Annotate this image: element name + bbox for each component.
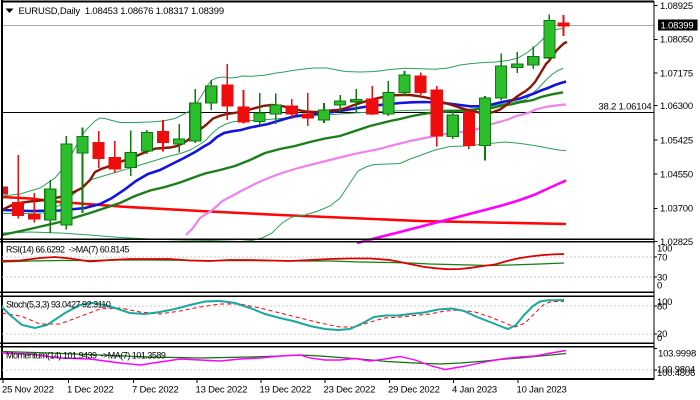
svg-text:Stoch(5,3,3) 93.0427 92.3110: Stoch(5,3,3) 93.0427 92.3110 xyxy=(6,300,111,310)
svg-text:EURUSD,Daily 1.08453 1.08676: EURUSD,Daily 1.08453 1.08676 1.08317 1.0… xyxy=(19,6,224,17)
svg-text:20: 20 xyxy=(657,329,667,340)
svg-text:1.08925: 1.08925 xyxy=(660,1,693,12)
svg-text:70: 70 xyxy=(657,252,667,263)
svg-text:100: 100 xyxy=(657,297,672,308)
svg-text:1.08399: 1.08399 xyxy=(661,20,694,31)
svg-text:10 Jan 2023: 10 Jan 2023 xyxy=(517,385,567,396)
svg-text:7 Dec 2022: 7 Dec 2022 xyxy=(132,385,179,396)
svg-text:1.05425: 1.05425 xyxy=(660,136,693,147)
svg-text:1.07175: 1.07175 xyxy=(660,69,693,80)
svg-text:19 Dec 2022: 19 Dec 2022 xyxy=(260,385,312,396)
svg-text:100.4806: 100.4806 xyxy=(657,368,695,379)
svg-text:1.06300: 1.06300 xyxy=(660,101,693,112)
svg-text:Momentum(14) 101.9439 ->MA(7): Momentum(14) 101.9439 ->MA(7) 101.3589 xyxy=(6,351,166,361)
svg-text:1.04550: 1.04550 xyxy=(660,169,693,180)
svg-text:30: 30 xyxy=(657,272,667,283)
svg-text:80: 80 xyxy=(657,302,667,313)
svg-text:13 Dec 2022: 13 Dec 2022 xyxy=(196,385,248,396)
svg-text:RSI(14) 66.6292 ->MA(7) 60.81: RSI(14) 66.6292 ->MA(7) 60.8145 xyxy=(6,245,129,255)
svg-text:103.9998: 103.9998 xyxy=(658,349,696,360)
svg-text:1.03700: 1.03700 xyxy=(660,204,693,215)
svg-text:100: 100 xyxy=(657,243,672,254)
svg-text:23 Dec 2022: 23 Dec 2022 xyxy=(324,385,376,396)
svg-text:1.02825: 1.02825 xyxy=(660,237,693,248)
svg-text:1.08050: 1.08050 xyxy=(660,35,693,46)
svg-text:29 Dec 2022: 29 Dec 2022 xyxy=(388,385,440,396)
svg-text:4 Jan 2023: 4 Jan 2023 xyxy=(452,385,497,396)
svg-text:0: 0 xyxy=(657,333,662,344)
svg-text:0: 0 xyxy=(657,280,662,291)
svg-text:1 Dec 2022: 1 Dec 2022 xyxy=(67,385,114,396)
svg-text:38.2 1.06104: 38.2 1.06104 xyxy=(598,102,651,113)
svg-text:25 Nov 2022: 25 Nov 2022 xyxy=(2,385,54,396)
svg-text:100.9804: 100.9804 xyxy=(657,364,695,375)
